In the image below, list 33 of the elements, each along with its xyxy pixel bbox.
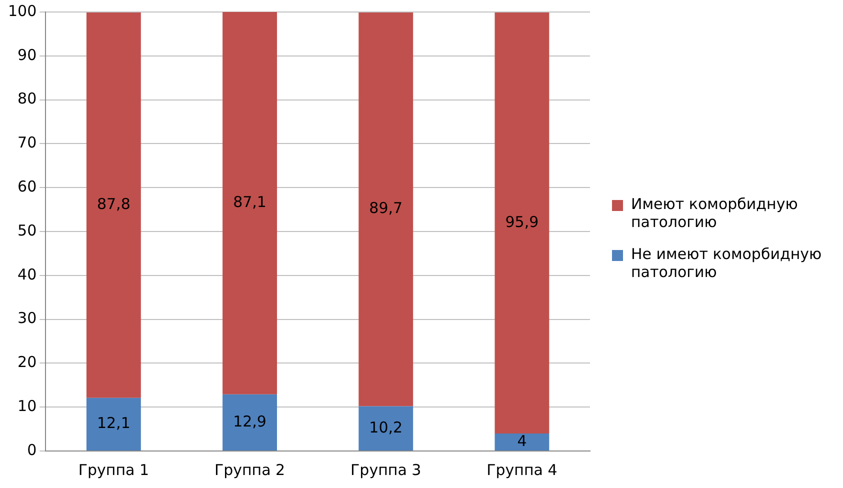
bar — [494, 12, 550, 434]
data-label: 89,7 — [369, 199, 403, 218]
y-tick-label: 40 — [18, 265, 37, 284]
data-label: 4 — [517, 432, 527, 450]
y-tick-label: 10 — [18, 396, 37, 415]
y-tick-label: 80 — [18, 90, 37, 108]
bar — [222, 12, 277, 394]
y-tick-label: 70 — [18, 134, 37, 152]
y-tick-label: 100 — [8, 2, 37, 20]
data-label: 12,9 — [233, 412, 266, 430]
data-label: 12,1 — [96, 414, 130, 432]
x-tick-label: Группа 2 — [214, 460, 286, 479]
bar — [222, 394, 277, 450]
y-tick-label: 30 — [18, 309, 37, 328]
y-tick-label: 20 — [18, 353, 37, 372]
bar — [358, 406, 414, 450]
legend-label: Имеют коморбидную патологию — [631, 195, 799, 231]
data-label: 87,1 — [233, 193, 266, 212]
x-tick-label: Группа 4 — [486, 460, 558, 479]
bar — [86, 398, 141, 450]
x-tick-label: Группа 1 — [78, 460, 150, 479]
y-tick-label: 0 — [27, 440, 37, 459]
data-label: 87,8 — [96, 195, 130, 214]
data-label: 95,9 — [505, 212, 539, 231]
y-tick-label: 50 — [18, 221, 37, 240]
legend-label: Не имеют коморбидную патологию — [631, 245, 823, 281]
data-label: 10,2 — [369, 418, 403, 436]
y-tick-label: 60 — [18, 177, 37, 196]
bar — [86, 12, 141, 398]
x-tick-label: Группа 3 — [350, 460, 422, 479]
bar — [358, 12, 414, 406]
bar — [494, 433, 550, 450]
y-tick-label: 90 — [18, 46, 37, 64]
